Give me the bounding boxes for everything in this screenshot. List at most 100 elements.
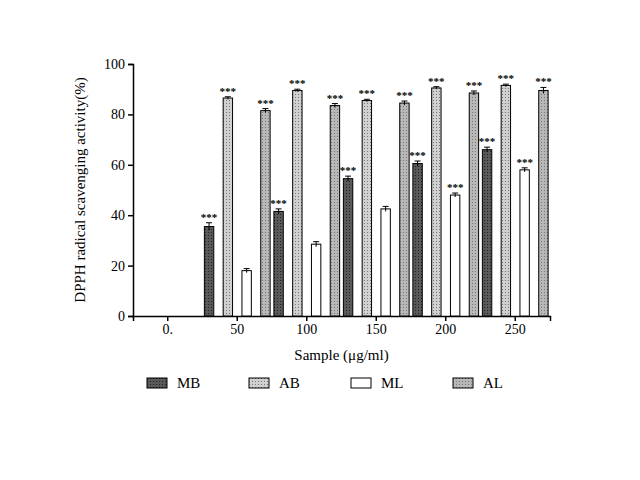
error-stem: [524, 168, 525, 172]
x-tick-mark: [237, 316, 239, 321]
bar: [343, 179, 352, 316]
error-bar: [522, 168, 528, 172]
error-stem: [417, 161, 418, 166]
bar: [450, 195, 459, 316]
error-stem: [278, 209, 279, 214]
y-axis: 020406080100: [104, 57, 134, 324]
x-axis: 0. 50 100 150 200 250: [134, 316, 551, 337]
error-bar: [383, 206, 389, 211]
y-tick: 0: [118, 309, 133, 324]
error-stem: [348, 176, 349, 181]
error-bar: [452, 193, 458, 197]
significance: ***: [516, 156, 533, 168]
bar: [482, 150, 491, 316]
significance: ***: [201, 211, 218, 223]
legend-item: ML: [351, 375, 404, 391]
significance: ***: [466, 79, 483, 91]
y-tick-label: 40: [111, 208, 125, 223]
bar: [274, 211, 283, 316]
y-axis-line: [128, 65, 134, 317]
legend-item: MB: [147, 375, 200, 391]
x-tick-label: 0.: [163, 322, 174, 337]
x-tick: 250: [505, 316, 526, 337]
bar: [469, 93, 478, 316]
error-bar: [484, 147, 490, 152]
error-bar: [415, 161, 421, 166]
error-bar: [294, 89, 300, 92]
error-cap: [244, 268, 250, 269]
bar: [261, 111, 270, 316]
error-bar: [401, 101, 407, 105]
y-tick-label: 60: [111, 158, 125, 173]
error-stem: [246, 269, 247, 273]
error-stem: [209, 223, 210, 231]
error-stem: [334, 104, 335, 108]
y-axis-title: DPPH radical scavenging activity(%): [72, 77, 89, 302]
legend: MB AB ML AL: [147, 375, 503, 391]
error-bar: [471, 91, 477, 95]
error-bar: [262, 109, 268, 113]
x-tick-mark: [376, 316, 378, 321]
significance: ***: [359, 87, 376, 99]
y-tick: 80: [111, 107, 133, 122]
error-stem: [265, 109, 266, 113]
y-tick: 60: [111, 158, 133, 173]
bar: [223, 98, 232, 316]
y-tick-mark: [128, 265, 133, 267]
y-tick-label: 80: [111, 107, 125, 122]
x-tick: 200: [435, 316, 456, 337]
legend-item: AL: [453, 375, 503, 391]
error-stem: [543, 87, 544, 93]
error-bar: [345, 176, 351, 181]
y-tick-mark: [128, 215, 133, 217]
x-tick: 100: [296, 316, 317, 337]
x-tick: 0.: [163, 316, 174, 337]
significance: ***: [409, 149, 426, 161]
significance: ***: [396, 89, 413, 101]
error-bar: [332, 104, 338, 108]
y-tick-mark: [128, 165, 133, 167]
y-tick-mark: [128, 64, 133, 66]
bars: [204, 84, 548, 316]
y-tick-mark: [128, 316, 133, 318]
bar: [381, 209, 390, 316]
legend-label: AB: [279, 375, 300, 391]
error-bar: [503, 84, 509, 87]
x-tick-label: 50: [230, 322, 244, 337]
error-stem: [455, 193, 456, 197]
y-tick-label: 0: [118, 309, 125, 324]
bar: [330, 106, 339, 316]
x-tick: 50: [230, 316, 244, 337]
bar: [539, 90, 548, 316]
bar: [293, 90, 302, 316]
significance: ***: [340, 164, 357, 176]
legend-swatch: [147, 378, 167, 388]
error-bar: [206, 223, 212, 231]
bar: [204, 227, 213, 316]
legend-swatch: [249, 378, 269, 388]
bar: [242, 271, 251, 316]
y-tick-mark: [128, 114, 133, 116]
y-tick: 100: [104, 57, 133, 72]
error-cap: [313, 241, 319, 242]
significance: ***: [447, 181, 464, 193]
error-stem: [473, 91, 474, 95]
bar: [413, 164, 422, 316]
error-bar: [364, 99, 370, 102]
error-stem: [487, 147, 488, 152]
x-tick-label: 150: [366, 322, 387, 337]
chart: 0204060801000.50100150200250************…: [0, 0, 640, 480]
error-stem: [404, 101, 405, 105]
legend-label: AL: [483, 375, 503, 391]
bar: [501, 85, 510, 316]
significance: ***: [327, 92, 344, 104]
bar: [432, 88, 441, 316]
error-bar: [433, 87, 439, 90]
significance: ***: [498, 72, 515, 84]
x-tick-mark: [515, 316, 517, 321]
error-bar: [225, 97, 231, 100]
error-cap: [383, 206, 389, 207]
x-tick-label: 200: [435, 322, 456, 337]
bar: [400, 103, 409, 316]
annotations: ****************************************…: [201, 72, 552, 223]
